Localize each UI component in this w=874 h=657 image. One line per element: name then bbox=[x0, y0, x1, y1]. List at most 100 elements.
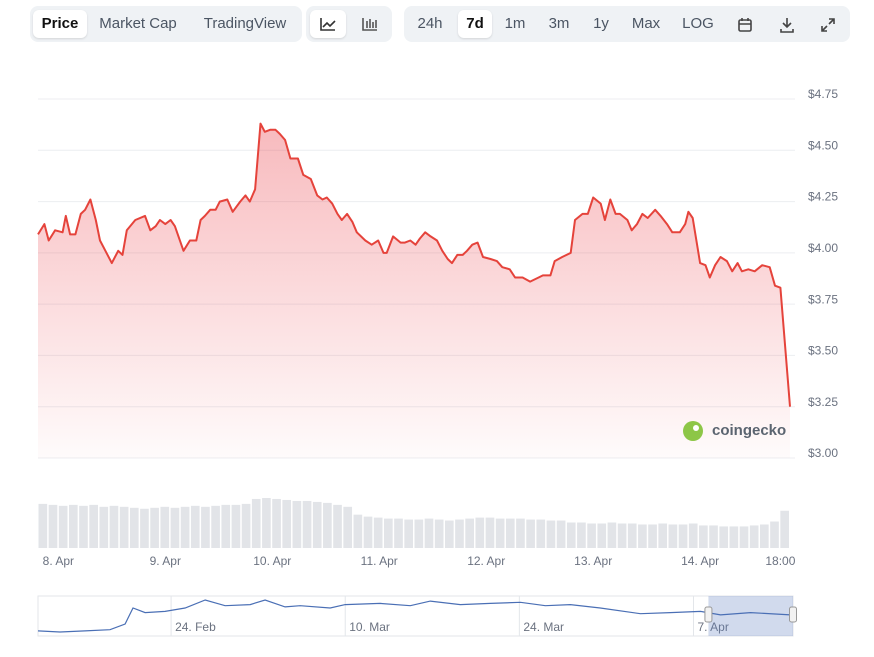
volume-bar bbox=[444, 520, 454, 548]
volume-bar bbox=[292, 500, 302, 548]
volume-bar bbox=[323, 502, 332, 548]
volume-bar bbox=[180, 506, 190, 548]
volume-bar bbox=[505, 518, 515, 548]
x-tick-label: 14. Apr bbox=[681, 554, 719, 568]
volume-bar bbox=[211, 505, 220, 548]
volume-bar bbox=[658, 523, 668, 548]
volume-bar bbox=[150, 507, 159, 548]
volume-bar bbox=[699, 525, 708, 548]
price-line bbox=[37, 122, 791, 407]
download-icon[interactable] bbox=[778, 16, 796, 34]
volume-bar bbox=[68, 504, 78, 548]
line-chart-button[interactable] bbox=[310, 10, 346, 38]
volume-bar bbox=[617, 523, 627, 548]
volume-bar bbox=[638, 524, 647, 548]
volume-bar bbox=[526, 519, 535, 548]
volume-bar bbox=[434, 519, 444, 548]
volume-bar bbox=[780, 510, 789, 548]
volume-bar bbox=[241, 503, 251, 548]
tab[interactable]: Price bbox=[33, 10, 87, 38]
volume-bar bbox=[424, 518, 434, 548]
volume-bar bbox=[363, 516, 373, 548]
x-tick-label: 18:00 bbox=[765, 554, 795, 568]
volume-bar bbox=[170, 507, 180, 548]
volume-bar bbox=[668, 524, 678, 548]
volume-bar bbox=[546, 520, 556, 548]
chart-style-tabs bbox=[306, 6, 392, 42]
volume-bar bbox=[729, 526, 739, 548]
y-tick-label: $4.50 bbox=[808, 138, 838, 152]
navigator-frame bbox=[37, 595, 794, 637]
navigator-tick-label: 24. Feb bbox=[175, 620, 216, 634]
chart: coingecko $3.00 $3.25 $3.50 $3.75 $4.00 $4.25… bbox=[37, 87, 838, 637]
volume-bar bbox=[384, 518, 393, 548]
volume-bar bbox=[201, 506, 210, 548]
navigator-tick-label: 7. Apr bbox=[697, 620, 728, 634]
volume-bar bbox=[749, 525, 759, 548]
tab[interactable]: LOG bbox=[682, 15, 714, 32]
navigator-handle bbox=[789, 606, 797, 623]
volume-bar bbox=[587, 523, 596, 548]
tab[interactable]: Max bbox=[631, 15, 661, 32]
volume-bar bbox=[688, 523, 698, 548]
volume-bar bbox=[465, 518, 474, 548]
watermark: coingecko bbox=[683, 421, 786, 441]
tab[interactable]: 24h bbox=[417, 15, 443, 32]
tab[interactable]: 7d bbox=[458, 10, 492, 38]
volume-bar bbox=[160, 506, 170, 548]
y-tick-label: $4.00 bbox=[808, 241, 838, 255]
volume-bar bbox=[627, 523, 637, 548]
volume-bar bbox=[251, 498, 261, 548]
tab[interactable]: Market Cap bbox=[99, 15, 177, 32]
volume-bar bbox=[556, 520, 566, 548]
tab[interactable]: 1m bbox=[504, 15, 526, 32]
volume-bar bbox=[648, 524, 657, 548]
y-tick-label: $3.25 bbox=[808, 395, 838, 409]
volume-bar bbox=[495, 518, 505, 548]
volume-bar bbox=[343, 506, 353, 548]
volume-bar bbox=[455, 519, 464, 548]
x-tick-label: 10. Apr bbox=[253, 554, 291, 568]
navigator-line bbox=[37, 599, 791, 633]
tab[interactable]: 1y bbox=[593, 15, 609, 32]
navigator-handle bbox=[704, 606, 713, 623]
volume-bar bbox=[38, 503, 48, 548]
watermark-text: coingecko bbox=[712, 422, 786, 439]
range-tabs: 24h 7d 1m 3m 1y Max LOG bbox=[404, 6, 850, 42]
volume-bar bbox=[475, 517, 485, 548]
volume-bar bbox=[119, 506, 129, 548]
line-icon bbox=[320, 18, 336, 31]
expand-icon[interactable] bbox=[819, 16, 837, 34]
volume-bar bbox=[394, 518, 403, 548]
watermark-logo bbox=[683, 421, 703, 441]
calendar-icon[interactable] bbox=[736, 16, 754, 34]
volume-bar bbox=[760, 524, 769, 548]
tab[interactable]: 3m bbox=[548, 15, 570, 32]
volume-bar bbox=[566, 522, 576, 548]
volume-bar bbox=[221, 504, 231, 548]
volume-bar bbox=[262, 498, 271, 548]
volume-bar bbox=[231, 504, 241, 548]
volume-bar bbox=[89, 504, 98, 548]
navigator-selection bbox=[708, 596, 793, 636]
volume-bar bbox=[79, 505, 88, 548]
y-tick-label: $3.00 bbox=[808, 446, 838, 460]
x-tick-label: 9. Apr bbox=[150, 554, 181, 568]
volume-bar bbox=[282, 499, 292, 548]
volume-bar bbox=[333, 504, 342, 548]
volume-bar bbox=[597, 523, 607, 548]
candle-chart-button[interactable] bbox=[352, 10, 388, 38]
volume-bar bbox=[99, 506, 109, 548]
volume-bar bbox=[353, 514, 363, 548]
y-tick-label: $3.75 bbox=[808, 292, 838, 306]
tab[interactable]: TradingView bbox=[203, 15, 287, 32]
volume-bar bbox=[302, 500, 312, 548]
volume-bar bbox=[607, 522, 617, 548]
y-tick-label: $4.75 bbox=[808, 87, 838, 101]
volume-bar bbox=[536, 519, 546, 548]
volume-bar bbox=[770, 521, 779, 548]
volume-bar bbox=[678, 524, 688, 548]
volume-bar bbox=[414, 519, 424, 548]
volume-bar bbox=[140, 508, 149, 548]
